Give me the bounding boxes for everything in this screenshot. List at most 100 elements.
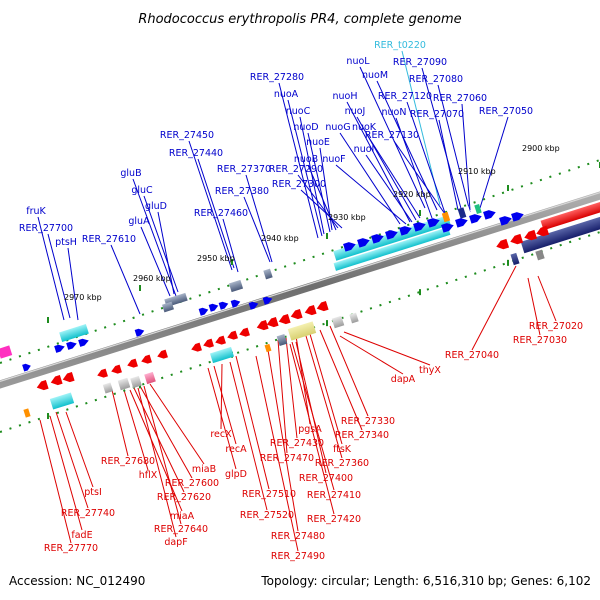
connector-RER_27770 <box>39 419 72 544</box>
gene-label-dapF: dapF <box>164 537 187 548</box>
connector-RER_27330 <box>329 325 369 417</box>
gene-label-nuoN: nuoN <box>382 107 407 118</box>
gene-label-thyX: thyX <box>419 365 441 376</box>
gene-label-RER_27510: RER_27510 <box>242 489 296 500</box>
connector-RER_27440 <box>197 158 235 269</box>
rev-arrow-m-2 <box>278 314 291 325</box>
gene-label-RER_27610: RER_27610 <box>82 234 136 245</box>
connector-RER_27120 <box>406 101 447 217</box>
nuo-orange-block <box>441 211 451 223</box>
gene-label-RER_27740: RER_27740 <box>61 508 115 519</box>
gene-label-RER_27770: RER_27770 <box>44 543 98 554</box>
gene-label-ptsH: ptsH <box>55 237 77 248</box>
connector-nuoH <box>346 101 411 223</box>
rer-27040-block <box>510 252 520 266</box>
connector-RER_27510 <box>235 355 270 490</box>
connector-dapF <box>137 387 177 538</box>
gene-label-recX: recX <box>210 429 232 440</box>
rev-arrow-f-1 <box>50 375 63 386</box>
kbp-label: 2900 kbp <box>522 144 560 153</box>
connector-RER_27130 <box>393 140 446 215</box>
gene-label-RER_27490: RER_27490 <box>271 551 325 562</box>
connector-nuoA <box>287 99 323 237</box>
gene-label-gluA: gluA <box>128 216 150 227</box>
rev-arrow-m-3 <box>290 309 303 320</box>
gene-label-nuoG: nuoG <box>325 122 350 133</box>
rev-arrow-m-1 <box>266 317 279 328</box>
connector-RER_27280 <box>278 82 319 239</box>
connector-RER_27370 <box>245 174 273 263</box>
rer-27460-block <box>228 279 244 293</box>
gene-label-RER_27130: RER_27130 <box>365 130 419 141</box>
rev-arrow-l-3 <box>227 330 238 340</box>
connector-RER_27070 <box>438 119 459 211</box>
gene-label-nuoD: nuoD <box>293 122 318 133</box>
connector-gluD <box>157 211 175 295</box>
connector-RER_27360 <box>305 335 343 459</box>
fwd-arrow-mid-3 <box>218 301 229 310</box>
right-navy-block <box>520 208 600 254</box>
rer-27380-block <box>263 268 273 280</box>
gene-label-hflX: hflX <box>139 470 158 481</box>
gene-label-RER_27410: RER_27410 <box>307 490 361 501</box>
connector-RER_27300 <box>300 189 343 229</box>
gene-label-RER_27050: RER_27050 <box>479 106 533 117</box>
connector-nuoD <box>307 132 331 233</box>
gene-label-nuoL: nuoL <box>346 56 370 67</box>
left-cyan-block <box>49 392 75 410</box>
fwd-arrow-fruk-2 <box>78 338 89 347</box>
kbp-tick-marks <box>47 162 600 420</box>
gene-label-RER_27300: RER_27300 <box>272 179 326 190</box>
fruk-block <box>59 324 89 342</box>
rev-arrow-f-2 <box>62 372 75 383</box>
gene-label-RER_27070: RER_27070 <box>410 109 464 120</box>
fwd-arrow-8 <box>455 218 468 228</box>
orange-mark-left <box>23 408 31 418</box>
rev-arrow-r-1 <box>510 233 524 245</box>
gene-label-nuoF: nuoF <box>322 154 345 165</box>
gene-label-ftsK: ftsK <box>333 444 352 455</box>
gene-features <box>0 193 600 418</box>
label-connector-lines <box>37 50 557 552</box>
gene-label-RER_27080: RER_27080 <box>409 74 463 85</box>
kbp-label: 2960 kbp <box>133 274 171 283</box>
gene-label-RER_27060: RER_27060 <box>433 93 487 104</box>
gene-label-RER_27700: RER_27700 <box>19 223 73 234</box>
connector-RER_27050 <box>479 116 509 209</box>
connector-nuoG <box>339 132 401 225</box>
fwd-arrow-7 <box>441 223 454 233</box>
connector-gluC <box>143 195 179 293</box>
gene-label-RER_27330: RER_27330 <box>341 416 395 427</box>
gene-label-RER_27450: RER_27450 <box>160 130 214 141</box>
connector-nuoN <box>395 117 433 219</box>
rer-27030-block <box>535 249 545 261</box>
rev-arrow-ll-3 <box>141 354 152 364</box>
connector-nuoL <box>359 66 426 209</box>
connector-ptsI <box>65 411 94 488</box>
gene-label-RER_27460: RER_27460 <box>194 208 248 219</box>
kbp-label: 2910 kbp <box>458 167 496 176</box>
fwd-arrow-0 <box>343 242 356 252</box>
gene-label-nuoM: nuoM <box>362 70 388 81</box>
rev-arrow-l-2 <box>215 335 226 345</box>
gene-label-RER_t0220: RER_t0220 <box>374 40 426 51</box>
connector-hflX <box>123 389 149 471</box>
gene-label-RER_27440: RER_27440 <box>169 148 223 159</box>
fwd-arrow-mid-5 <box>262 296 273 305</box>
connector-miaA <box>129 389 183 512</box>
gene-label-gluC: gluC <box>131 185 153 196</box>
fwd-arrow-2 <box>371 234 384 244</box>
connector-gluA <box>140 226 171 297</box>
gene-label-RER_27040: RER_27040 <box>445 350 499 361</box>
fwd-arrow-9 <box>469 214 482 224</box>
gene-label-nuoA: nuoA <box>274 89 299 100</box>
connector-RER_27080 <box>437 84 471 213</box>
connector-gluB <box>132 178 177 297</box>
connector-RER_27640 <box>143 385 182 525</box>
connector-ptsH <box>67 247 79 321</box>
gene-label-miaB: miaB <box>192 464 216 475</box>
gray-block-3 <box>102 382 114 394</box>
connector-RER_27410 <box>291 341 335 491</box>
